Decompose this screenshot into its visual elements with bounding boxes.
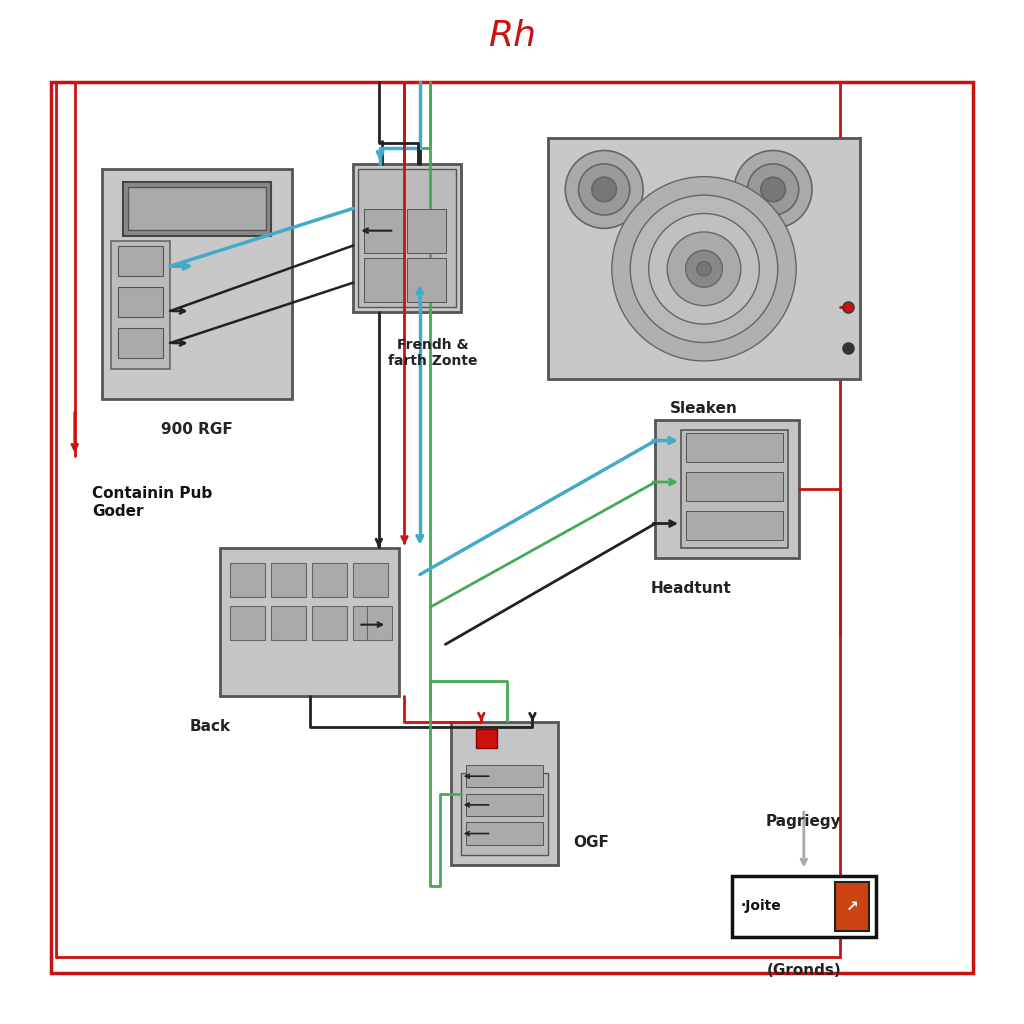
Circle shape	[631, 195, 778, 342]
Circle shape	[668, 231, 741, 305]
Text: Headtunt: Headtunt	[650, 581, 731, 596]
Bar	[548, 138, 860, 379]
Bar	[102, 169, 292, 399]
Bar	[230, 563, 265, 597]
Bar	[271, 606, 306, 640]
Text: Sleaken: Sleaken	[670, 401, 738, 417]
Bar	[118, 246, 163, 276]
Bar	[118, 328, 163, 358]
Bar	[732, 876, 876, 937]
Text: OGF: OGF	[573, 835, 609, 850]
Bar	[312, 606, 347, 640]
Text: Containin Pub
Goder: Containin Pub Goder	[92, 486, 212, 519]
Bar	[655, 420, 799, 558]
Circle shape	[649, 213, 760, 324]
Bar	[476, 729, 497, 748]
Bar	[118, 287, 163, 317]
Text: (Gronds): (Gronds)	[767, 963, 841, 978]
Text: 900 RGF: 900 RGF	[161, 422, 233, 437]
Text: ·Joite: ·Joite	[740, 899, 781, 913]
Bar	[466, 822, 543, 845]
Bar	[451, 722, 558, 865]
Bar	[364, 209, 402, 254]
Circle shape	[612, 176, 797, 361]
Bar	[367, 606, 392, 640]
Bar	[271, 563, 306, 597]
Bar	[123, 182, 271, 236]
Bar	[835, 882, 869, 931]
Bar	[681, 430, 788, 548]
Bar	[407, 209, 446, 254]
Bar	[686, 472, 783, 501]
Bar	[51, 82, 973, 973]
Bar	[353, 606, 388, 640]
Bar	[461, 773, 548, 855]
Circle shape	[579, 164, 630, 215]
Circle shape	[734, 151, 812, 228]
Circle shape	[696, 261, 711, 275]
Circle shape	[748, 164, 799, 215]
Bar	[111, 241, 170, 369]
Text: Frendh &
farth Zonte: Frendh & farth Zonte	[388, 338, 477, 368]
Bar	[466, 794, 543, 816]
Bar	[230, 606, 265, 640]
Bar	[686, 511, 783, 540]
Text: Pagriegy: Pagriegy	[766, 814, 842, 829]
Circle shape	[686, 250, 723, 287]
Bar	[353, 164, 461, 312]
Circle shape	[761, 177, 785, 202]
Bar	[358, 169, 456, 307]
Bar	[686, 433, 783, 462]
Bar	[312, 563, 347, 597]
Bar	[220, 548, 399, 696]
Bar	[364, 258, 402, 302]
Bar	[353, 563, 388, 597]
Bar	[128, 187, 266, 230]
Circle shape	[592, 177, 616, 202]
Text: ↗: ↗	[846, 899, 858, 913]
Bar	[466, 765, 543, 787]
Text: Back: Back	[189, 719, 230, 734]
Text: Rh: Rh	[488, 18, 536, 53]
Circle shape	[565, 151, 643, 228]
Bar	[407, 258, 446, 302]
